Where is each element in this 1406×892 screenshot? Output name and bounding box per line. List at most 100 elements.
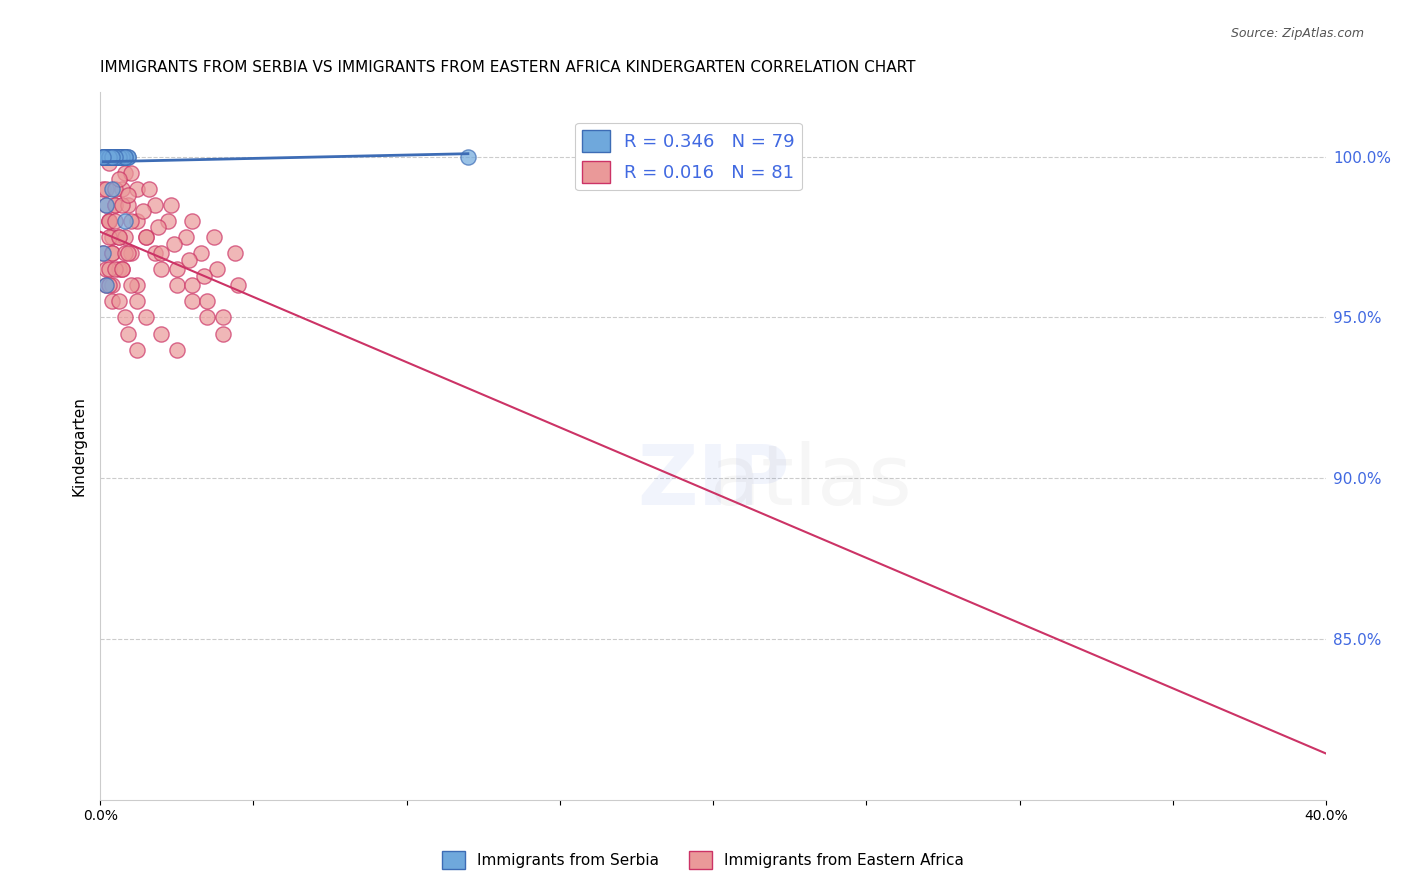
Point xyxy=(98,150,121,164)
Point xyxy=(98,214,121,228)
Point xyxy=(104,150,127,164)
Point xyxy=(120,166,142,180)
Point xyxy=(104,150,127,164)
Legend: R = 0.346   N = 79, R = 0.016   N = 81: R = 0.346 N = 79, R = 0.016 N = 81 xyxy=(575,123,801,190)
Point xyxy=(166,278,188,293)
Point xyxy=(96,150,118,164)
Point xyxy=(101,278,124,293)
Point xyxy=(101,182,124,196)
Point xyxy=(148,220,170,235)
Point xyxy=(107,150,129,164)
Point xyxy=(96,198,118,212)
Point xyxy=(159,198,181,212)
Point xyxy=(135,230,157,244)
Point xyxy=(457,150,479,164)
Point xyxy=(98,214,121,228)
Point xyxy=(205,262,228,277)
Point xyxy=(91,182,114,196)
Point xyxy=(177,252,200,267)
Point xyxy=(98,150,121,164)
Point xyxy=(117,188,139,202)
Point xyxy=(110,150,132,164)
Point xyxy=(104,150,127,164)
Text: Source: ZipAtlas.com: Source: ZipAtlas.com xyxy=(1230,27,1364,40)
Point xyxy=(125,278,148,293)
Point xyxy=(101,150,124,164)
Point xyxy=(117,150,139,164)
Point xyxy=(110,150,132,164)
Point xyxy=(135,230,157,244)
Point xyxy=(96,150,118,164)
Point xyxy=(98,230,121,244)
Point xyxy=(91,150,114,164)
Point xyxy=(98,150,121,164)
Point xyxy=(107,230,129,244)
Point xyxy=(96,262,118,277)
Point xyxy=(197,310,219,325)
Point xyxy=(107,262,129,277)
Point xyxy=(96,150,118,164)
Point xyxy=(143,198,166,212)
Text: ZIP: ZIP xyxy=(637,441,789,522)
Point xyxy=(104,214,127,228)
Point xyxy=(98,214,121,228)
Point xyxy=(104,150,127,164)
Point xyxy=(96,182,118,196)
Point xyxy=(110,150,132,164)
Point xyxy=(98,156,121,170)
Point xyxy=(107,150,129,164)
Point xyxy=(120,214,142,228)
Point xyxy=(107,150,129,164)
Point xyxy=(117,150,139,164)
Point xyxy=(120,246,142,260)
Point xyxy=(107,294,129,309)
Point xyxy=(181,294,204,309)
Point xyxy=(107,150,129,164)
Point xyxy=(96,150,118,164)
Point xyxy=(98,150,121,164)
Point xyxy=(96,150,118,164)
Point xyxy=(197,294,219,309)
Point xyxy=(125,343,148,357)
Point xyxy=(150,262,173,277)
Point xyxy=(114,150,136,164)
Point xyxy=(101,150,124,164)
Point xyxy=(117,198,139,212)
Point xyxy=(101,246,124,260)
Point xyxy=(98,150,121,164)
Point xyxy=(98,150,121,164)
Point xyxy=(101,150,124,164)
Point xyxy=(101,150,124,164)
Point xyxy=(174,230,197,244)
Point xyxy=(98,150,121,164)
Point xyxy=(114,150,136,164)
Point xyxy=(114,150,136,164)
Point xyxy=(104,198,127,212)
Point xyxy=(104,150,127,164)
Point xyxy=(96,150,118,164)
Point xyxy=(91,150,114,164)
Point xyxy=(190,246,212,260)
Point xyxy=(211,326,233,341)
Point xyxy=(104,150,127,164)
Point xyxy=(114,310,136,325)
Point xyxy=(91,150,114,164)
Point xyxy=(110,198,132,212)
Point xyxy=(193,268,215,283)
Point xyxy=(96,150,118,164)
Point xyxy=(96,150,118,164)
Point xyxy=(101,150,124,164)
Point xyxy=(156,214,179,228)
Point xyxy=(138,182,160,196)
Point xyxy=(98,150,121,164)
Legend: Immigrants from Serbia, Immigrants from Eastern Africa: Immigrants from Serbia, Immigrants from … xyxy=(436,845,970,875)
Point xyxy=(96,150,118,164)
Point xyxy=(101,230,124,244)
Point xyxy=(166,343,188,357)
Point xyxy=(110,182,132,196)
Point xyxy=(101,150,124,164)
Point xyxy=(114,246,136,260)
Point xyxy=(202,230,225,244)
Point xyxy=(125,294,148,309)
Point xyxy=(91,246,114,260)
